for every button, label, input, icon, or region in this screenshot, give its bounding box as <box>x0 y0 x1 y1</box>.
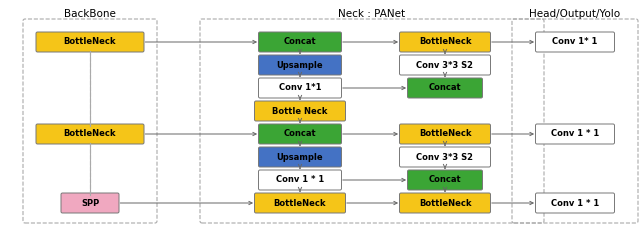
Text: Concat: Concat <box>429 176 461 184</box>
Text: BottleNeck: BottleNeck <box>419 129 471 139</box>
FancyBboxPatch shape <box>399 32 490 52</box>
Text: Head/Output/Yolo: Head/Output/Yolo <box>529 9 621 19</box>
FancyBboxPatch shape <box>399 193 490 213</box>
Text: Conv 3*3 S2: Conv 3*3 S2 <box>417 153 474 161</box>
Text: Conv 3*3 S2: Conv 3*3 S2 <box>417 61 474 69</box>
Text: Conv 1 * 1: Conv 1 * 1 <box>551 198 599 208</box>
Text: BottleNeck: BottleNeck <box>274 198 326 208</box>
Text: Concat: Concat <box>284 37 316 47</box>
FancyBboxPatch shape <box>259 78 342 98</box>
FancyBboxPatch shape <box>536 124 614 144</box>
Text: Conv 1 * 1: Conv 1 * 1 <box>551 129 599 139</box>
Text: Upsample: Upsample <box>276 153 323 161</box>
FancyBboxPatch shape <box>259 55 342 75</box>
FancyBboxPatch shape <box>399 147 490 167</box>
FancyBboxPatch shape <box>255 193 346 213</box>
Text: Concat: Concat <box>429 84 461 92</box>
Text: Concat: Concat <box>284 129 316 139</box>
Text: BackBone: BackBone <box>64 9 116 19</box>
Text: Conv 1* 1: Conv 1* 1 <box>552 37 598 47</box>
Text: BottleNeck: BottleNeck <box>419 37 471 47</box>
FancyBboxPatch shape <box>536 32 614 52</box>
FancyBboxPatch shape <box>259 32 342 52</box>
FancyBboxPatch shape <box>36 32 144 52</box>
Text: BottleNeck: BottleNeck <box>64 37 116 47</box>
FancyBboxPatch shape <box>399 124 490 144</box>
FancyBboxPatch shape <box>255 101 346 121</box>
Text: BottleNeck: BottleNeck <box>64 129 116 139</box>
FancyBboxPatch shape <box>408 78 483 98</box>
Text: Upsample: Upsample <box>276 61 323 69</box>
FancyBboxPatch shape <box>399 55 490 75</box>
FancyBboxPatch shape <box>61 193 119 213</box>
Text: BottleNeck: BottleNeck <box>419 198 471 208</box>
FancyBboxPatch shape <box>408 170 483 190</box>
FancyBboxPatch shape <box>259 170 342 190</box>
FancyBboxPatch shape <box>36 124 144 144</box>
FancyBboxPatch shape <box>259 147 342 167</box>
Text: Conv 1*1: Conv 1*1 <box>279 84 321 92</box>
FancyBboxPatch shape <box>259 124 342 144</box>
Text: Bottle Neck: Bottle Neck <box>272 106 328 116</box>
FancyBboxPatch shape <box>536 193 614 213</box>
Text: Neck : PANet: Neck : PANet <box>339 9 406 19</box>
Text: SPP: SPP <box>81 198 99 208</box>
Text: Conv 1 * 1: Conv 1 * 1 <box>276 176 324 184</box>
